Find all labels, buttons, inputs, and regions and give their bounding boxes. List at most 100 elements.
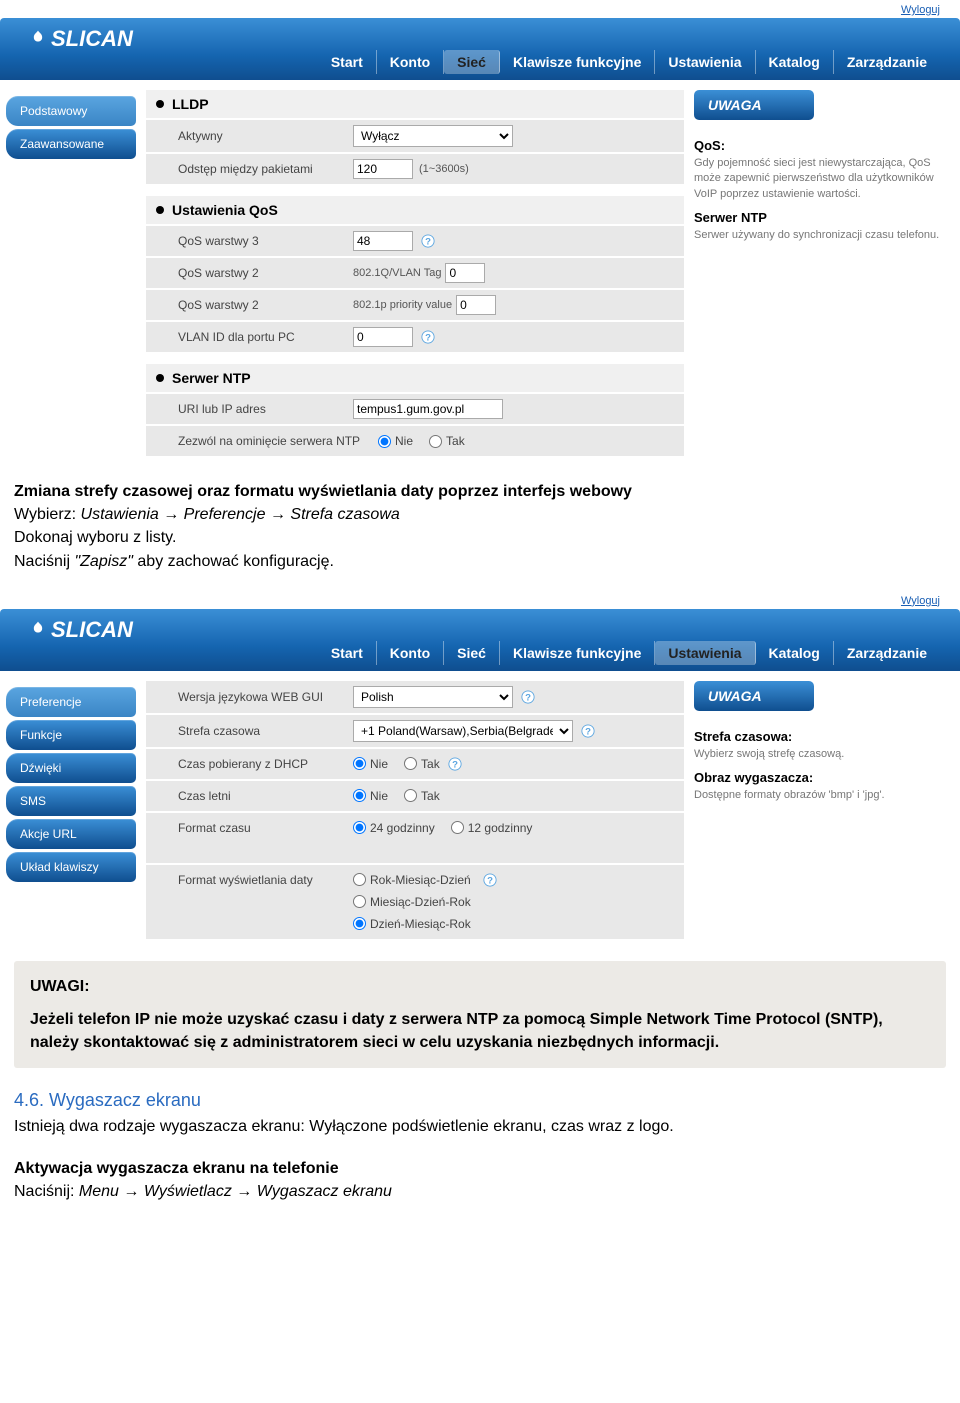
sidebar: Podstawowy Zaawansowane — [6, 90, 136, 162]
nav-katalog[interactable]: Katalog — [756, 641, 834, 665]
radio-dhcp-yes[interactable]: Tak — [404, 757, 440, 771]
radio-ntp-no[interactable]: Nie — [378, 434, 413, 448]
logout-link[interactable]: Wyloguj — [901, 4, 940, 16]
section-lldp: LLDP — [146, 90, 684, 118]
select-timezone[interactable]: +1 Poland(Warsaw),Serbia(Belgrade) — [353, 720, 573, 742]
nav-siec[interactable]: Sieć — [444, 50, 500, 74]
row-ntp-skip: Zezwól na ominięcie serwera NTP Nie Tak — [146, 426, 684, 456]
row-dst: Czas letni Nie Tak — [146, 781, 684, 811]
content-panel-2: Wersja językowa WEB GUI Polish ? Strefa … — [146, 681, 684, 941]
row-timezone: Strefa czasowa +1 Poland(Warsaw),Serbia(… — [146, 715, 684, 747]
input-qos-l3[interactable] — [353, 231, 413, 251]
nav-klawisze[interactable]: Klawisze funkcyjne — [500, 50, 655, 74]
row-timeformat: Format czasu 24 godzinny 12 godzinny — [146, 813, 684, 863]
nav-konto[interactable]: Konto — [377, 641, 444, 665]
input-qos-priority[interactable] — [456, 295, 496, 315]
sidebar-zaawansowane[interactable]: Zaawansowane — [6, 129, 136, 159]
section-ntp: Serwer NTP — [146, 364, 684, 392]
aside-panel-2: UWAGA Strefa czasowa: Wybierz swoją stre… — [694, 681, 954, 812]
brand-logo: SLICAN — [28, 617, 133, 643]
doc-paragraph-activation: Aktywacja wygaszacza ekranu na telefonie… — [0, 1157, 960, 1221]
nav-start[interactable]: Start — [318, 50, 377, 74]
row-qos-l2-priority: QoS warstwy 2 802.1p priority value — [146, 290, 684, 320]
nav-katalog[interactable]: Katalog — [756, 50, 834, 74]
sidebar-akcje-url[interactable]: Akcje URL — [6, 819, 136, 849]
nav-ustawienia[interactable]: Ustawienia — [655, 641, 755, 665]
help-icon[interactable]: ? — [581, 724, 595, 738]
aside-ss-title: Obraz wygaszacza: — [694, 770, 954, 785]
input-qos-vlan[interactable] — [445, 263, 485, 283]
radio-df-ymd[interactable]: Rok-Miesiąc-Dzień ? — [353, 873, 497, 887]
aside-qos-text: Gdy pojemność sieci jest niewystarczając… — [694, 156, 954, 202]
row-language: Wersja językowa WEB GUI Polish ? — [146, 681, 684, 713]
aside-ntp-title: Serwer NTP — [694, 210, 954, 225]
svg-text:?: ? — [487, 875, 493, 886]
radio-dhcp-no[interactable]: Nie — [353, 757, 388, 771]
sidebar-podstawowy[interactable]: Podstawowy — [6, 96, 136, 126]
nav-klawisze[interactable]: Klawisze funkcyjne — [500, 641, 655, 665]
nav-start[interactable]: Start — [318, 641, 377, 665]
row-ntp-uri: URI lub IP adres — [146, 394, 684, 424]
main-nav: Start Konto Sieć Klawisze funkcyjne Usta… — [318, 50, 940, 74]
nav-siec[interactable]: Sieć — [444, 641, 500, 665]
input-lldp-interval[interactable] — [353, 159, 413, 179]
row-dhcp-time: Czas pobierany z DHCP Nie Tak ? — [146, 749, 684, 779]
svg-text:?: ? — [425, 333, 431, 344]
header-bar-2: SLICAN Start Konto Sieć Klawisze funkcyj… — [0, 609, 960, 671]
aside-panel: UWAGA QoS: Gdy pojemność sieci jest niew… — [694, 90, 954, 252]
nav-ustawienia[interactable]: Ustawienia — [655, 50, 755, 74]
aside-tz-title: Strefa czasowa: — [694, 729, 954, 744]
aside-tz-text: Wybierz swoją strefę czasową. — [694, 747, 954, 762]
logout-link[interactable]: Wyloguj — [901, 595, 940, 607]
svg-text:?: ? — [425, 237, 431, 248]
sidebar-sms[interactable]: SMS — [6, 786, 136, 816]
svg-text:?: ? — [585, 726, 591, 737]
sidebar-preferencje[interactable]: Preferencje — [6, 687, 136, 717]
row-dateformat: Format wyświetlania daty Rok-Miesiąc-Dzi… — [146, 865, 684, 939]
help-icon[interactable]: ? — [483, 873, 497, 887]
doc-paragraph-1: Zmiana strefy czasowej oraz formatu wyśw… — [0, 468, 960, 591]
content-panel: LLDP Aktywny Wyłącz Odstęp między pakiet… — [146, 90, 684, 458]
radio-tf-12[interactable]: 12 godzinny — [451, 821, 533, 835]
sidebar-uklad-klawiszy[interactable]: Układ klawiszy — [6, 852, 136, 882]
section-heading-46: 4.6. Wygaszacz ekranu — [0, 1086, 960, 1113]
nav-konto[interactable]: Konto — [377, 50, 444, 74]
aside-head-2: UWAGA — [694, 681, 814, 711]
radio-tf-24[interactable]: 24 godzinny — [353, 821, 435, 835]
section-qos: Ustawienia QoS — [146, 196, 684, 224]
brand-logo: SLICAN — [28, 26, 133, 52]
help-icon[interactable]: ? — [448, 757, 462, 771]
row-qos-l2-vlan: QoS warstwy 2 802.1Q/VLAN Tag — [146, 258, 684, 288]
row-lldp-interval: Odstęp między pakietami (1~3600s) — [146, 154, 684, 184]
svg-text:?: ? — [525, 692, 531, 703]
sidebar-dzwieki[interactable]: Dźwięki — [6, 753, 136, 783]
aside-qos-title: QoS: — [694, 138, 954, 153]
select-language[interactable]: Polish — [353, 686, 513, 708]
row-qos-vlanpc: VLAN ID dla portu PC ? — [146, 322, 684, 352]
row-qos-l3: QoS warstwy 3 ? — [146, 226, 684, 256]
sidebar-2: Preferencje Funkcje Dźwięki SMS Akcje UR… — [6, 681, 136, 885]
aside-ntp-text: Serwer używany do synchronizacji czasu t… — [694, 228, 954, 243]
aside-ss-text: Dostępne formaty obrazów 'bmp' i 'jpg'. — [694, 788, 954, 803]
row-lldp-active: Aktywny Wyłącz — [146, 120, 684, 152]
radio-df-dmy[interactable]: Dzień-Miesiąc-Rok — [353, 917, 471, 931]
select-lldp-active[interactable]: Wyłącz — [353, 125, 513, 147]
radio-ntp-yes[interactable]: Tak — [429, 434, 465, 448]
sidebar-funkcje[interactable]: Funkcje — [6, 720, 136, 750]
nav-zarzadzanie[interactable]: Zarządzanie — [834, 50, 940, 74]
callout-notes: UWAGI: Jeżeli telefon IP nie może uzyska… — [14, 961, 946, 1069]
header-bar: SLICAN Start Konto Sieć Klawisze funkcyj… — [0, 18, 960, 80]
help-icon[interactable]: ? — [421, 330, 435, 344]
help-icon[interactable]: ? — [521, 690, 535, 704]
doc-paragraph-46: Istnieją dwa rodzaje wygaszacza ekranu: … — [0, 1113, 960, 1156]
radio-dst-no[interactable]: Nie — [353, 789, 388, 803]
radio-dst-yes[interactable]: Tak — [404, 789, 440, 803]
help-icon[interactable]: ? — [421, 234, 435, 248]
radio-df-mdy[interactable]: Miesiąc-Dzień-Rok — [353, 895, 471, 909]
main-nav-2: Start Konto Sieć Klawisze funkcyjne Usta… — [318, 641, 940, 665]
nav-zarzadzanie[interactable]: Zarządzanie — [834, 641, 940, 665]
input-ntp-uri[interactable] — [353, 399, 503, 419]
aside-head: UWAGA — [694, 90, 814, 120]
input-qos-vlanpc[interactable] — [353, 327, 413, 347]
svg-text:?: ? — [452, 759, 458, 770]
